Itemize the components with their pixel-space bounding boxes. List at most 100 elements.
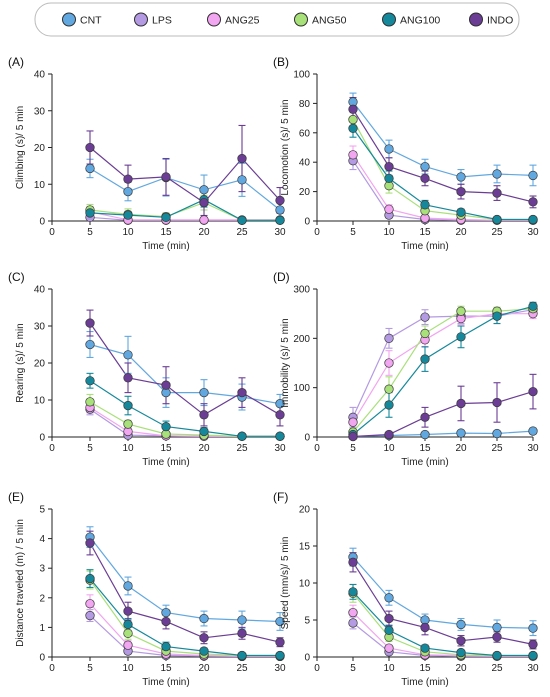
x-axis-title: Time (min) bbox=[401, 677, 448, 688]
series-line-indo bbox=[89, 322, 281, 416]
panel-label: (B) bbox=[273, 55, 289, 69]
data-point-ang100 bbox=[420, 354, 430, 364]
y-tick-label: 60 bbox=[299, 128, 311, 139]
data-point-indo bbox=[348, 104, 358, 114]
y-tick-label: 40 bbox=[34, 285, 46, 296]
data-point-ang100 bbox=[237, 431, 247, 441]
x-tick-label: 5 bbox=[350, 227, 356, 238]
series-line-ang25 bbox=[352, 313, 533, 423]
data-point-indo bbox=[85, 538, 95, 548]
data-point-cnt bbox=[456, 172, 466, 182]
x-tick-label: 30 bbox=[527, 227, 539, 238]
x-tick-label: 20 bbox=[455, 663, 467, 674]
y-tick-label: 20 bbox=[299, 505, 311, 516]
data-point-ang100 bbox=[123, 619, 133, 630]
data-point-ang100 bbox=[199, 646, 209, 656]
data-point-ang100 bbox=[123, 400, 133, 411]
data-point-ang100 bbox=[384, 173, 394, 184]
data-point-ang100 bbox=[85, 208, 95, 218]
legend: CNT LPS ANG25 ANG50 ANG100 INDO bbox=[34, 2, 520, 37]
y-tick-label: 30 bbox=[34, 322, 46, 333]
x-axis-title: Time (min) bbox=[401, 241, 448, 252]
data-point-indo bbox=[237, 387, 247, 398]
data-point-indo bbox=[161, 380, 171, 390]
series-line-ang50 bbox=[352, 119, 533, 221]
data-point-ang25 bbox=[384, 643, 394, 653]
y-tick-label: 10 bbox=[34, 396, 46, 407]
data-point-indo bbox=[85, 142, 95, 153]
data-point-indo bbox=[275, 195, 285, 206]
data-point-ang100 bbox=[492, 311, 502, 321]
data-point-indo bbox=[199, 197, 209, 208]
data-point-lps bbox=[384, 333, 394, 343]
x-tick-label: 5 bbox=[87, 443, 93, 454]
data-point-ang100 bbox=[528, 301, 538, 311]
x-tick-label: 20 bbox=[198, 663, 210, 674]
data-point-indo bbox=[161, 616, 171, 627]
data-point-indo bbox=[275, 410, 285, 420]
panel-label: (D) bbox=[273, 270, 290, 284]
x-tick-label: 20 bbox=[455, 443, 467, 454]
x-axis-title: Time (min) bbox=[142, 677, 189, 688]
panel-label: (E) bbox=[8, 490, 24, 504]
data-point-cnt bbox=[123, 350, 133, 360]
data-point-ang50 bbox=[420, 328, 430, 339]
data-point-ang100 bbox=[528, 650, 538, 661]
x-tick-label: 15 bbox=[419, 443, 431, 454]
series-line-cnt bbox=[352, 430, 534, 438]
data-point-indo bbox=[384, 161, 394, 172]
x-tick-label: 20 bbox=[198, 227, 210, 238]
data-point-cnt bbox=[85, 163, 95, 174]
legend-box bbox=[34, 2, 520, 37]
data-point-ang100 bbox=[456, 647, 466, 658]
data-point-ang100 bbox=[420, 200, 430, 210]
y-tick-label: 10 bbox=[34, 180, 46, 191]
data-point-indo bbox=[492, 397, 502, 408]
data-point-indo bbox=[161, 172, 171, 182]
data-point-ang25 bbox=[123, 640, 133, 650]
series-line-ang100 bbox=[352, 128, 533, 221]
data-point-ang100 bbox=[420, 643, 430, 653]
series-line-cnt bbox=[352, 101, 534, 178]
series-line-indo bbox=[352, 391, 534, 438]
data-point-cnt bbox=[420, 429, 430, 440]
data-point-indo bbox=[123, 174, 133, 184]
x-tick-label: 15 bbox=[160, 443, 172, 454]
data-point-ang50 bbox=[384, 384, 394, 394]
data-point-cnt bbox=[456, 619, 466, 630]
data-point-ang50 bbox=[85, 397, 95, 407]
data-point-indo bbox=[199, 633, 209, 643]
x-tick-label: 5 bbox=[350, 663, 356, 674]
y-tick-label: 3 bbox=[39, 564, 45, 575]
data-point-cnt bbox=[237, 615, 247, 625]
series-line-indo bbox=[352, 561, 534, 645]
data-point-indo bbox=[456, 186, 466, 197]
x-tick-label: 20 bbox=[455, 227, 467, 238]
chart-panel-3: (C) 0 5 10 15 20 25 30 0 10 20 30 40 Time (min) Rearin… bbox=[8, 270, 286, 468]
series-line-ang100 bbox=[352, 305, 534, 435]
y-tick-label: 0 bbox=[304, 217, 310, 228]
x-axis-title: Time (min) bbox=[142, 241, 189, 252]
series-line-ang50 bbox=[352, 308, 534, 433]
data-point-ang100 bbox=[275, 650, 285, 661]
x-tick-label: 15 bbox=[160, 227, 172, 238]
data-point-cnt bbox=[275, 399, 285, 409]
x-tick-label: 25 bbox=[236, 443, 248, 454]
panel-label: (A) bbox=[8, 55, 24, 69]
data-point-ang100 bbox=[528, 214, 538, 225]
x-tick-label: 0 bbox=[314, 227, 320, 238]
series-line-ang25 bbox=[89, 406, 280, 437]
data-point-ang100 bbox=[123, 210, 133, 220]
x-tick-label: 10 bbox=[383, 227, 395, 238]
data-point-ang25 bbox=[199, 215, 209, 225]
data-point-ang50 bbox=[123, 419, 133, 429]
data-point-cnt bbox=[528, 623, 538, 633]
series-line-ang100 bbox=[352, 591, 533, 657]
x-tick-label: 0 bbox=[49, 443, 55, 454]
data-point-ang100 bbox=[492, 214, 502, 225]
x-tick-label: 5 bbox=[350, 443, 356, 454]
y-tick-label: 20 bbox=[34, 143, 46, 154]
